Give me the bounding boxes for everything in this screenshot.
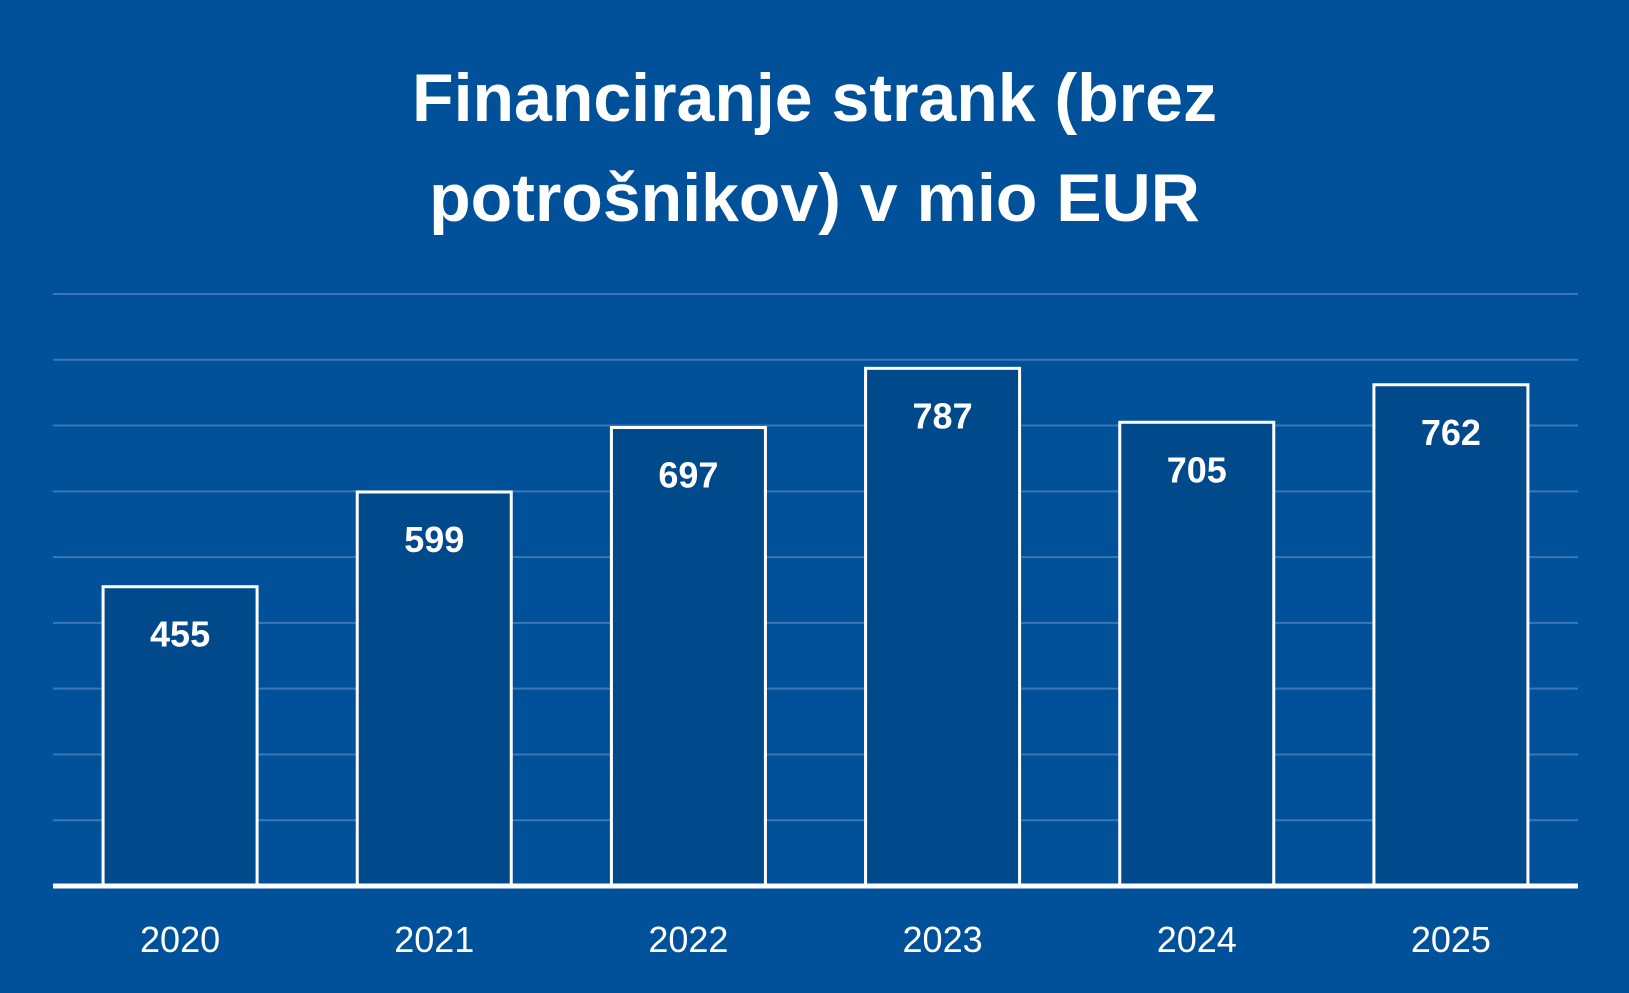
x-tick-label-2025: 2025 <box>1411 919 1491 960</box>
labels: 455 2020 599 2021 697 2022 787 2023 705 2024 762 20… <box>140 395 1491 960</box>
data-label-2020: 455 <box>150 614 210 655</box>
bar-2024 <box>1118 420 1276 888</box>
data-label-2025: 762 <box>1421 412 1481 453</box>
bar-2021 <box>355 490 513 888</box>
bar-2020 <box>101 585 259 888</box>
x-tick-label-2021: 2021 <box>394 919 474 960</box>
data-label-2024: 705 <box>1167 449 1227 490</box>
x-tick-label-2022: 2022 <box>648 919 728 960</box>
data-label-2023: 787 <box>913 395 973 436</box>
x-tick-label-2023: 2023 <box>903 919 983 960</box>
data-label-2022: 697 <box>658 455 718 496</box>
bars <box>101 366 1530 888</box>
bar-2022 <box>609 426 767 888</box>
bar-2025 <box>1372 383 1530 888</box>
x-tick-label-2020: 2020 <box>140 919 220 960</box>
chart-title-line-1: Financiranje strank (brez <box>412 60 1217 136</box>
chart-title-line-2: potrošnikov) v mio EUR <box>429 160 1200 236</box>
chart-title: Financiranje strank (brez potrošnikov) v… <box>0 48 1629 248</box>
x-tick-label-2024: 2024 <box>1157 919 1237 960</box>
data-label-2021: 599 <box>404 519 464 560</box>
bar-2023 <box>864 366 1022 888</box>
gridlines <box>53 293 1578 822</box>
